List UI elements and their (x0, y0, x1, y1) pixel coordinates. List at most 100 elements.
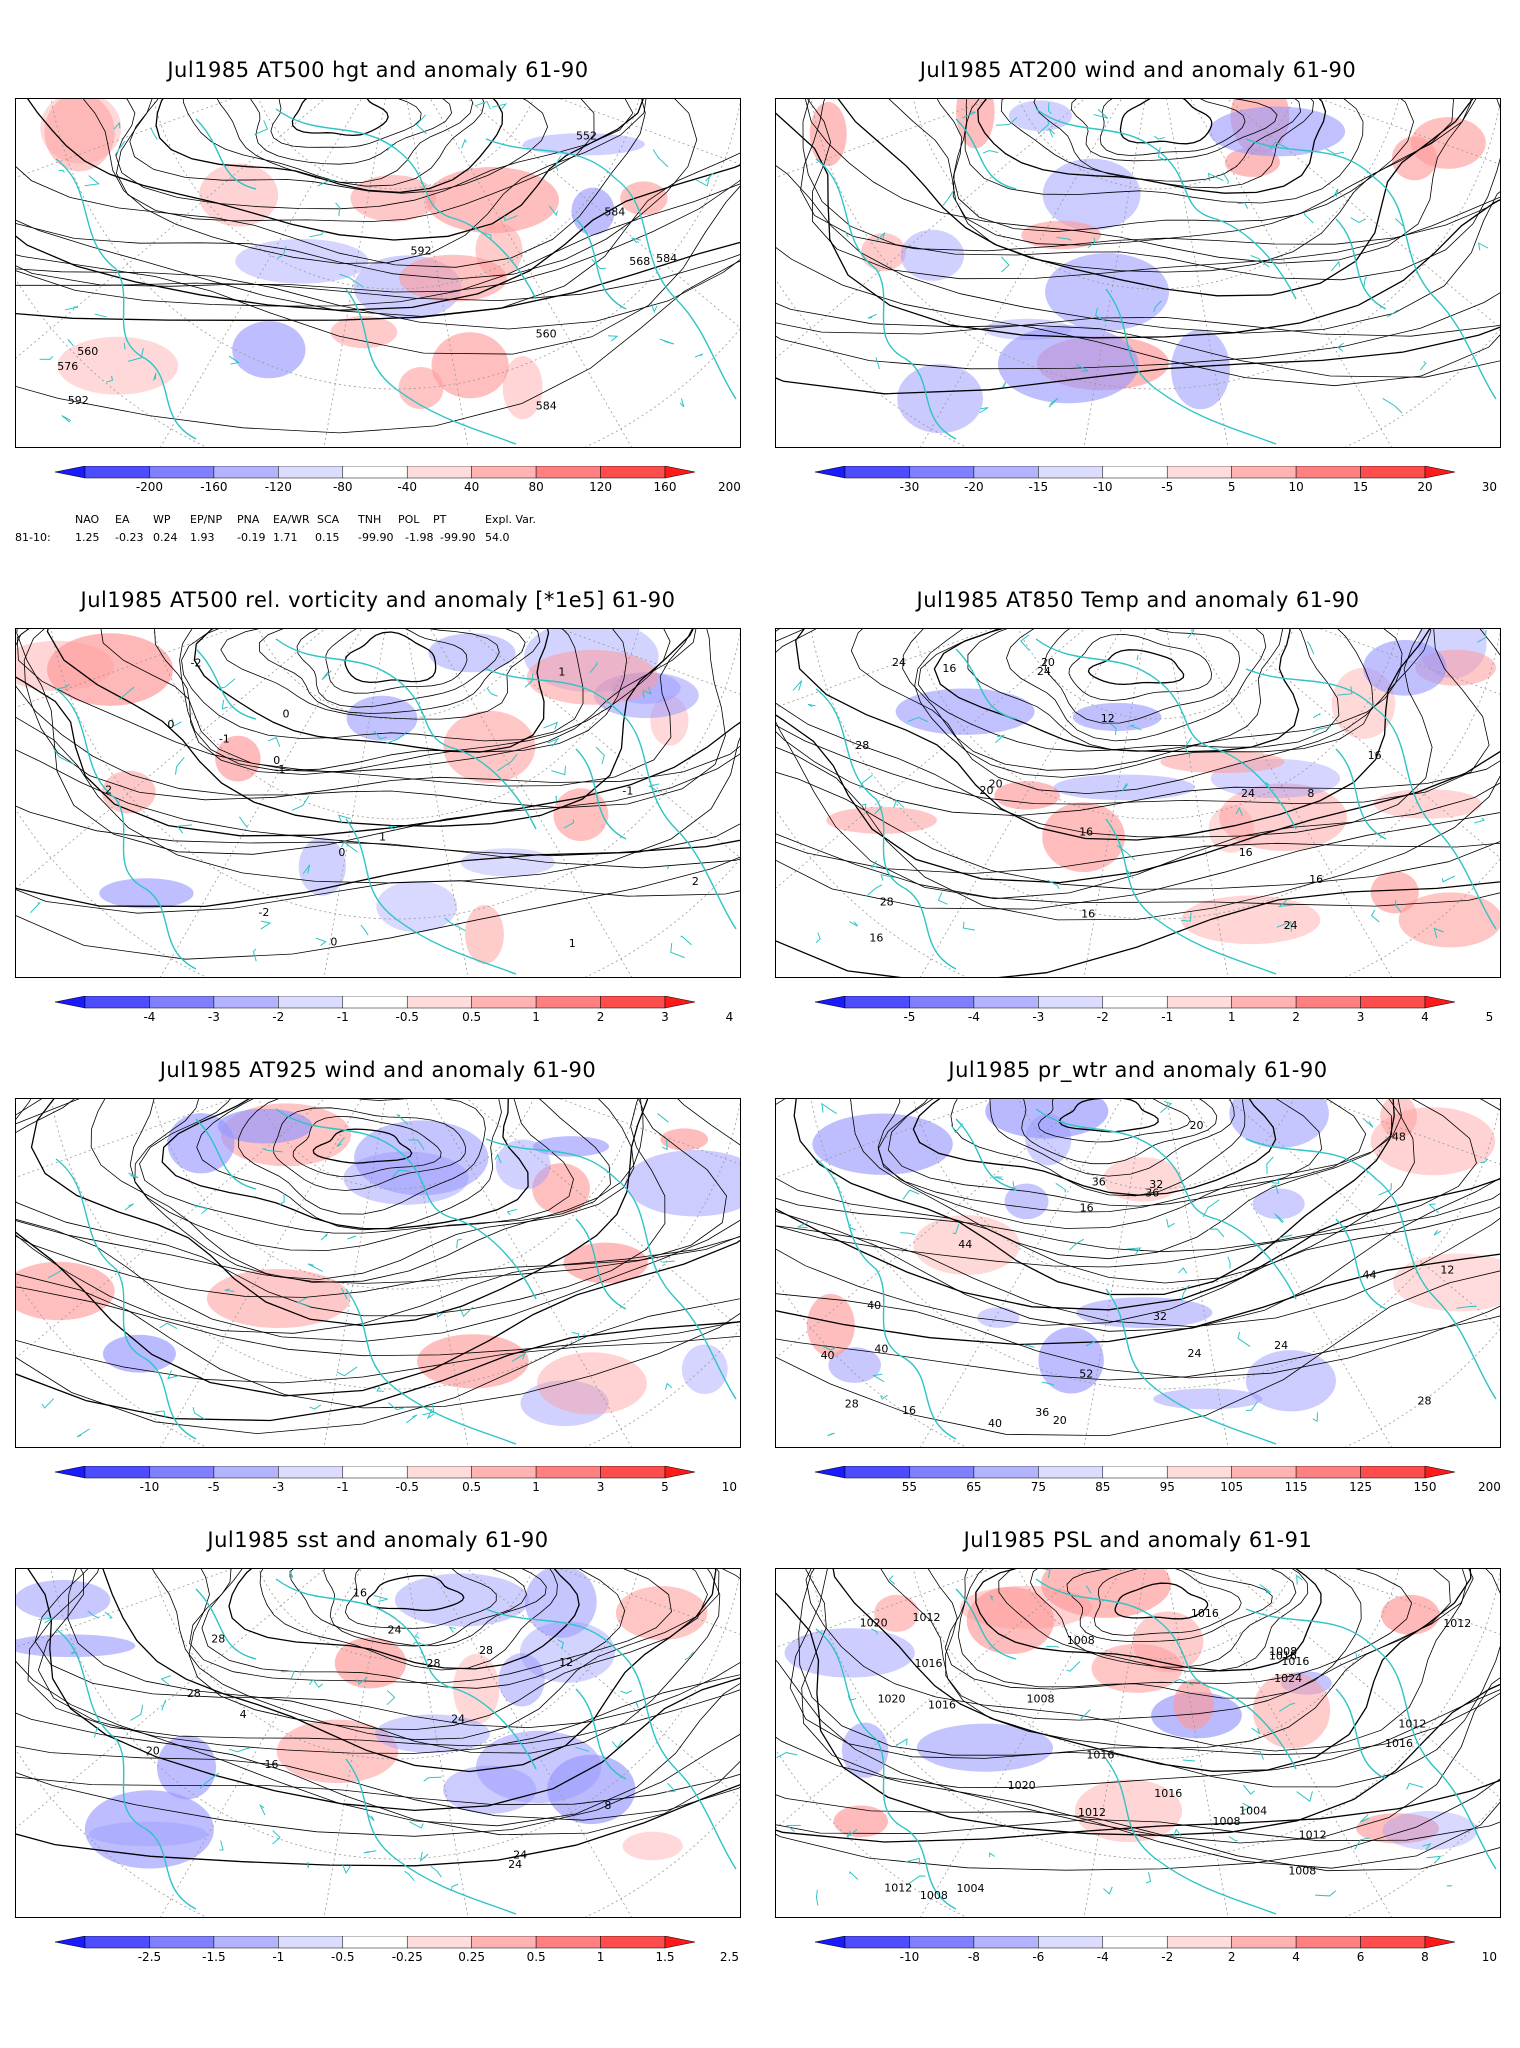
coastlines (30, 638, 737, 975)
panel-title: Jul1985 PSL and anomaly 61-91 (963, 1528, 1313, 1552)
contour-label: 20 (1041, 656, 1055, 669)
negative-anomaly-area (1076, 1297, 1213, 1329)
contour-label: 32 (1153, 1310, 1167, 1323)
negative-anomaly-area (997, 325, 1139, 404)
colorbar-swatch (471, 996, 537, 1009)
contour-label: 24 (1274, 1339, 1288, 1352)
colorbar-tick-label: -6 (1032, 1950, 1045, 1964)
positive-anomaly-area (615, 1586, 708, 1641)
polar-map: 0 0 0 0 0 -1 -1 -2 -2 1 1 2 2 -1 1 (15, 628, 741, 978)
anomaly-shading (809, 99, 1486, 434)
tele-value: 1.25 (75, 531, 100, 544)
panel-at200-wind: Jul1985 AT200 wind and anomaly 61-90 -30… (775, 58, 1501, 578)
colorbar-swatches (55, 1466, 695, 1479)
contour-label: 584 (656, 252, 677, 265)
negative-anomaly-area (897, 364, 984, 434)
contour-label: 12 (559, 1656, 573, 1669)
colorbar-swatch (1360, 996, 1426, 1009)
colorbar-swatch (84, 1936, 150, 1949)
negative-anomaly-area (812, 1113, 953, 1175)
colorbar-tick-label: -2 (1161, 1950, 1174, 1964)
colorbar-swatches (815, 466, 1455, 479)
colorbar-swatch (149, 996, 215, 1009)
colorbar-tick-label: 85 (1095, 1480, 1111, 1494)
negative-anomaly-area (1245, 1350, 1336, 1412)
negative-anomaly-area (16, 1579, 111, 1620)
contour-label: 16 (942, 662, 956, 675)
colorbar-swatch (1102, 996, 1168, 1009)
positive-anomaly-area (860, 233, 906, 272)
colorbar-swatch (149, 1936, 215, 1949)
negative-anomaly-area (1208, 106, 1346, 157)
contour-label: 0 (283, 707, 290, 720)
colorbar-swatch (342, 1466, 408, 1479)
panel-title: Jul1985 AT925 wind and anomaly 61-90 (159, 1058, 597, 1082)
negative-anomaly-area (1171, 329, 1230, 410)
colorbar-swatch (973, 1936, 1039, 1949)
colorbar: -200 -160 -120 -80 -40 40 80 120 160 200 (55, 466, 741, 506)
colorbar-tick-label: 1 (532, 1480, 540, 1494)
positive-anomaly-area (660, 1128, 709, 1151)
contour-label: 0 (330, 936, 337, 949)
colorbar-tick-label: -80 (332, 480, 353, 494)
panel-at850-temp: Jul1985 AT850 Temp and anomaly 61-90 20 2… (775, 588, 1501, 1108)
colorbar-tick-label: 200 (717, 480, 741, 494)
positive-anomaly-area (563, 1242, 648, 1284)
tele-header: EA/WR (273, 513, 310, 526)
lat-lon-grid (776, 629, 1500, 977)
positive-anomaly-area (1370, 1107, 1496, 1176)
colorbar-tick-label: 30 (1481, 480, 1498, 494)
contour-label: 560 (536, 327, 557, 340)
colorbar-tick-label: 5 (1227, 480, 1236, 494)
colorbar: -2.5 -1.5 -1 -0.5 -0.25 0.25 0.5 1 1.5 2.5 (55, 1936, 739, 1976)
positive-anomaly-area (1398, 892, 1500, 948)
contour-label: 1016 (914, 1657, 942, 1670)
contour-lines (776, 1569, 1500, 1872)
colorbar-tick-label: 0.5 (462, 1010, 482, 1024)
negative-anomaly-area (523, 133, 645, 156)
contour-label: 1008 (920, 1889, 948, 1902)
contour-label: 28 (880, 895, 894, 908)
colorbar-swatch (600, 1466, 666, 1479)
tele-header: SCA (317, 513, 340, 526)
contour-label: 16 (265, 1758, 279, 1771)
tele-row-label: 81-10: (15, 531, 51, 544)
tele-value: -0.23 (115, 531, 144, 544)
negative-anomaly-area (376, 880, 458, 933)
contour-label: 28 (211, 1632, 225, 1645)
contour-label: 28 (845, 1397, 859, 1410)
colorbar-tick-label: -1.5 (202, 1950, 226, 1964)
colorbar-tick-label: -1 (336, 1480, 349, 1494)
negative-anomaly-area (354, 1120, 489, 1196)
colorbar-swatch (909, 1466, 975, 1479)
coastlines (776, 1569, 1497, 1915)
contour-label: 560 (77, 345, 98, 358)
negative-anomaly-area (343, 1151, 469, 1205)
contour-label: 24 (388, 1624, 402, 1637)
contour-label: 592 (68, 394, 89, 407)
colorbar-swatch (1360, 1936, 1426, 1949)
colorbar-swatch (149, 466, 215, 479)
colorbar-swatch (1038, 1466, 1104, 1479)
colorbar-swatch (973, 466, 1039, 479)
contour-label: 20 (989, 777, 1003, 790)
colorbar-tick-label: -2 (272, 1010, 285, 1024)
positive-anomaly-area (464, 904, 504, 965)
anomaly-shading (806, 1099, 1500, 1412)
colorbar-tick-label: -10 (899, 1950, 920, 1964)
contour-label: 1008 (1269, 1645, 1297, 1658)
colorbar-tick-label: -1 (272, 1950, 285, 1964)
colorbar-tick-label: 3 (661, 1010, 669, 1024)
colorbar-tick-label: 20 (1417, 480, 1433, 494)
colorbar-tick-label: -120 (264, 480, 292, 494)
positive-anomaly-area (350, 175, 437, 222)
colorbar-swatch (471, 1936, 537, 1949)
positive-anomaly-area (620, 181, 668, 216)
coastlines (38, 1570, 737, 1915)
negative-anomaly-area (1252, 1188, 1305, 1220)
contour-label: 1004 (1239, 1805, 1267, 1818)
contour-label: 16 (1079, 825, 1093, 838)
colorbar-tick-label: -5 (1161, 480, 1174, 494)
